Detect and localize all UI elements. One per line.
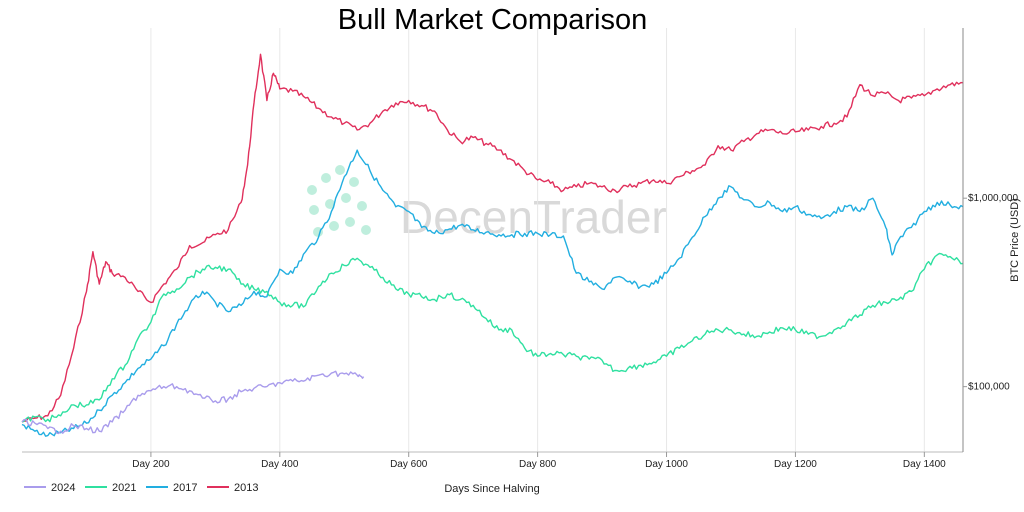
x-tick-label: Day 400 xyxy=(261,459,299,470)
legend-item-2024[interactable]: 2024 xyxy=(24,482,75,494)
x-axis-title: Days Since Halving xyxy=(444,483,539,495)
x-tick-label: Day 600 xyxy=(390,459,428,470)
legend-label: 2017 xyxy=(173,482,197,494)
legend: 2024 2021 2017 2013 xyxy=(24,482,258,494)
watermark-logo-dot xyxy=(357,201,367,211)
watermark-logo-dot xyxy=(307,185,317,195)
series-line-2021 xyxy=(21,252,964,423)
y-tick-label: $100,000 xyxy=(968,382,1010,393)
watermark-logo-dot xyxy=(321,173,331,183)
y-axis-ticks: $100,000 $1,000,000 xyxy=(963,193,1018,393)
series-line-2017 xyxy=(21,149,964,437)
watermark-logo-dot xyxy=(309,205,319,215)
watermark-logo-dot xyxy=(329,221,339,231)
y-axis-title: BTC Price (USD) xyxy=(1009,198,1021,282)
x-axis-ticks: Day 200 Day 400 Day 600 Day 800 Day 1000 Day … xyxy=(132,452,946,470)
watermark-logo-dot xyxy=(345,217,355,227)
x-tick-label: Day 1200 xyxy=(774,459,817,470)
series-line-2013 xyxy=(21,53,964,423)
x-tick-label: Day 200 xyxy=(132,459,170,470)
series-layer xyxy=(21,53,964,437)
legend-item-2017[interactable]: 2017 xyxy=(146,482,197,494)
watermark-logo-dot xyxy=(335,165,345,175)
grid-lines xyxy=(150,28,925,452)
watermark-logo-dot xyxy=(341,193,351,203)
legend-label: 2013 xyxy=(234,482,258,494)
legend-item-2013[interactable]: 2013 xyxy=(207,482,258,494)
legend-label: 2021 xyxy=(112,482,136,494)
series-line-2024 xyxy=(21,370,365,435)
watermark-logo-dot xyxy=(361,225,371,235)
legend-item-2021[interactable]: 2021 xyxy=(85,482,136,494)
chart-title: Bull Market Comparison xyxy=(337,4,648,36)
x-tick-label: Day 1400 xyxy=(903,459,946,470)
watermark-logo-dot xyxy=(325,199,335,209)
watermark-logo-dot xyxy=(349,177,359,187)
x-tick-label: Day 800 xyxy=(519,459,557,470)
x-tick-label: Day 1000 xyxy=(645,459,688,470)
legend-label: 2024 xyxy=(51,482,75,494)
y-tick-label: $1,000,000 xyxy=(968,193,1018,204)
